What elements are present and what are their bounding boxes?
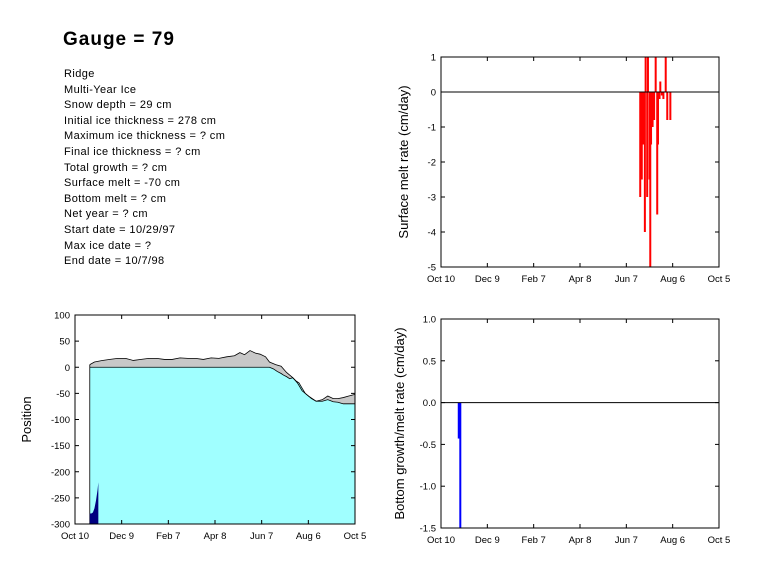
x-tick-label: Jun 7 (615, 274, 638, 285)
x-tick-label: Apr 8 (204, 531, 227, 542)
info-max-ice-date: Max ice date = ? (64, 239, 152, 252)
x-tick-label: Aug 6 (660, 535, 685, 546)
x-tick-label: Aug 6 (660, 274, 685, 285)
y-tick-label: -3 (428, 193, 436, 204)
y-tick-label: 50 (59, 337, 70, 348)
y-tick-label: -100 (51, 415, 70, 426)
y-tick-label: -50 (56, 389, 70, 400)
bar (639, 92, 642, 197)
x-tick-label: Jun 7 (615, 535, 638, 546)
info-end-date: End date = 10/7/98 (64, 255, 165, 268)
info-bottom-melt: Bottom melt = ? cm (64, 192, 167, 205)
bar (666, 92, 669, 120)
x-tick-label: Oct 10 (427, 535, 455, 546)
info-initial-thickness: Initial ice thickness = 278 cm (64, 114, 217, 127)
bar (654, 57, 657, 92)
x-tick-label: Apr 8 (569, 535, 592, 546)
y-tick-label: 0.5 (423, 356, 436, 367)
bar (656, 92, 659, 215)
initial-bottom-area (89, 482, 99, 524)
y-tick-label: -250 (51, 493, 70, 504)
x-tick-label: Oct 10 (61, 531, 89, 542)
info-ice-feature: Ridge (64, 68, 95, 80)
info-panel: Ridge Multi-Year Ice Snow depth = 29 cm … (64, 67, 225, 270)
x-tick-label: Jun 7 (250, 531, 273, 542)
bar (649, 92, 652, 267)
bar (646, 92, 649, 197)
bar (662, 92, 665, 99)
x-tick-label: Dec 9 (475, 274, 500, 285)
bar (653, 92, 656, 120)
ice-area (89, 367, 356, 524)
ice-surface-line (89, 366, 355, 405)
y-tick-label: -150 (51, 441, 70, 452)
bar (457, 402, 460, 439)
x-tick-label: Feb 7 (522, 274, 546, 285)
y-tick-label: 0.0 (423, 398, 436, 409)
y-tick-label: -5 (428, 263, 436, 274)
y-tick-label: 0 (431, 88, 436, 99)
y-tick-label: -4 (428, 228, 436, 239)
bar (651, 92, 654, 127)
x-tick-label: Apr 8 (569, 274, 592, 285)
bar (643, 92, 646, 232)
gauge-title: Gauge = 79 (63, 29, 175, 50)
bar (660, 92, 663, 96)
y-tick-label: -1.5 (420, 524, 436, 535)
info-total-growth: Total growth = ? cm (64, 161, 168, 174)
bar (650, 92, 653, 145)
x-tick-label: Oct 5 (708, 535, 731, 546)
y-axis-label: Surface melt rate (cm/day) (396, 85, 411, 238)
info-net-year: Net year = ? cm (64, 208, 148, 221)
bar (459, 402, 462, 528)
bar (658, 92, 661, 99)
bar (659, 81, 662, 92)
bar (644, 57, 647, 92)
y-axis-label: Position (19, 396, 34, 442)
y-tick-label: 100 (54, 311, 70, 322)
y-tick-label: 0 (65, 363, 70, 374)
info-max-thickness: Maximum ice thickness = ? cm (64, 130, 226, 143)
x-tick-label: Oct 5 (708, 274, 731, 285)
bar (642, 92, 645, 145)
y-tick-label: -1.0 (420, 482, 436, 493)
info-final-thickness: Final ice thickness = ? cm (64, 145, 201, 158)
y-tick-label: 1 (431, 53, 436, 64)
y-tick-label: -200 (51, 467, 70, 478)
x-tick-label: Dec 9 (475, 535, 500, 546)
bar (640, 92, 643, 180)
y-axis-label: Bottom growth/melt rate (cm/day) (392, 327, 407, 519)
info-snow-depth: Snow depth = 29 cm (64, 99, 172, 112)
x-tick-label: Oct 10 (427, 274, 455, 285)
bar (646, 57, 649, 92)
x-tick-label: Oct 5 (344, 531, 367, 542)
x-tick-label: Dec 9 (109, 531, 134, 542)
info-surface-melt: Surface melt = -70 cm (64, 177, 181, 190)
bar (669, 92, 672, 120)
y-tick-label: -1 (428, 123, 436, 134)
bar (656, 92, 659, 145)
info-start-date: Start date = 10/29/97 (64, 223, 176, 236)
y-tick-label: 1.0 (423, 315, 436, 326)
bar (664, 57, 667, 92)
x-tick-label: Feb 7 (156, 531, 180, 542)
y-tick-label: -0.5 (420, 440, 436, 451)
y-tick-label: -300 (51, 520, 70, 531)
info-ice-type: Multi-Year Ice (64, 83, 137, 96)
x-tick-label: Aug 6 (296, 531, 321, 542)
y-tick-label: -2 (428, 158, 436, 169)
x-tick-label: Feb 7 (522, 535, 546, 546)
